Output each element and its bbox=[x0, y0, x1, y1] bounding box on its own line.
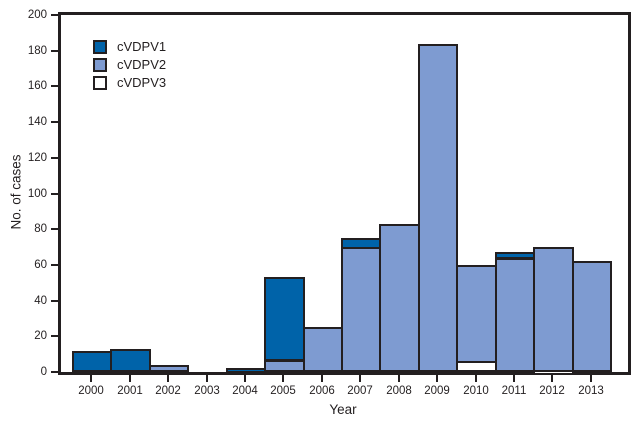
bar-2002-cvdpv2 bbox=[149, 365, 189, 372]
legend-label: cVDPV3 bbox=[117, 75, 167, 90]
legend-label: cVDPV2 bbox=[117, 57, 167, 72]
y-tick-label: 0 bbox=[40, 366, 47, 378]
bar-2013-cvdpv2 bbox=[572, 261, 612, 372]
y-tick-label: 100 bbox=[27, 187, 47, 200]
legend-item-cvdpv3: cVDPV3 bbox=[93, 74, 166, 92]
y-tick-mark bbox=[51, 14, 59, 16]
y-tick-label: 200 bbox=[27, 9, 47, 21]
bar-2004-cvdpv1 bbox=[226, 368, 266, 373]
legend: cVDPV1 cVDPV2 cVDPV3 bbox=[93, 38, 166, 92]
y-tick-label: 20 bbox=[34, 330, 47, 343]
bar-2011-cvdpv2 bbox=[495, 258, 535, 372]
bar-2007-cvdpv2 bbox=[341, 247, 381, 372]
x-tick-mark bbox=[551, 375, 553, 382]
x-tick-label-2002: 2002 bbox=[155, 385, 181, 397]
x-tick-mark bbox=[475, 375, 477, 382]
bar-2011-cvdpv1 bbox=[495, 252, 535, 259]
y-tick-label: 140 bbox=[27, 116, 47, 129]
legend-swatch-cvdpv2 bbox=[93, 58, 107, 72]
y-tick-label: 80 bbox=[34, 223, 47, 236]
y-tick-mark bbox=[51, 371, 59, 373]
x-tick-mark bbox=[590, 375, 592, 382]
y-tick-label: 180 bbox=[27, 44, 47, 57]
y-tick-mark bbox=[51, 335, 59, 338]
x-tick-mark bbox=[436, 375, 438, 382]
x-tick-mark bbox=[244, 375, 246, 382]
x-tick-label-2003: 2003 bbox=[194, 385, 220, 397]
x-tick-label-2011: 2011 bbox=[501, 385, 527, 397]
x-tick-label-2007: 2007 bbox=[347, 385, 373, 397]
bar-2005-cvdpv2 bbox=[264, 360, 305, 372]
legend-item-cvdpv1: cVDPV1 bbox=[93, 38, 166, 56]
x-tick-label-2013: 2013 bbox=[578, 385, 604, 397]
y-tick-mark bbox=[51, 121, 59, 124]
x-tick-mark bbox=[321, 375, 323, 382]
bar-2005-cvdpv1 bbox=[264, 277, 305, 361]
bar-2009-cvdpv2 bbox=[418, 44, 458, 372]
bar-2010-cvdpv2 bbox=[456, 265, 497, 363]
bar-2012-cvdpv2 bbox=[533, 247, 574, 372]
x-tick-label-2006: 2006 bbox=[309, 385, 335, 397]
y-tick-label: 120 bbox=[27, 151, 47, 164]
x-tick-label-2005: 2005 bbox=[270, 385, 296, 397]
x-axis-title: Year bbox=[329, 402, 357, 417]
x-tick-mark bbox=[129, 375, 131, 382]
y-tick-mark bbox=[51, 156, 59, 159]
y-tick-mark bbox=[51, 85, 59, 88]
x-tick-mark bbox=[398, 375, 400, 382]
x-tick-mark bbox=[206, 375, 208, 382]
y-tick-label: 40 bbox=[34, 294, 47, 307]
x-tick-mark bbox=[90, 375, 92, 382]
x-tick-label-2001: 2001 bbox=[117, 385, 143, 397]
x-tick-mark bbox=[359, 375, 361, 382]
y-tick-mark bbox=[51, 49, 59, 52]
legend-swatch-cvdpv3 bbox=[93, 76, 107, 90]
legend-swatch-cvdpv1 bbox=[93, 40, 107, 54]
x-tick-label-2010: 2010 bbox=[463, 385, 489, 397]
y-tick-label: 60 bbox=[34, 258, 47, 271]
y-tick-mark bbox=[51, 192, 59, 195]
y-tick-mark bbox=[51, 299, 59, 302]
bar-2001-cvdpv1 bbox=[110, 349, 151, 372]
x-tick-label-2009: 2009 bbox=[424, 385, 450, 397]
x-tick-mark bbox=[167, 375, 169, 382]
y-tick-mark bbox=[51, 263, 59, 266]
bar-2006-cvdpv2 bbox=[303, 327, 343, 372]
legend-label: cVDPV1 bbox=[117, 39, 167, 54]
x-tick-label-2008: 2008 bbox=[386, 385, 412, 397]
bar-2000-cvdpv1 bbox=[72, 351, 112, 372]
x-tick-mark bbox=[513, 375, 515, 382]
y-tick-label: 160 bbox=[27, 80, 47, 93]
x-tick-mark bbox=[282, 375, 284, 382]
bar-2007-cvdpv1 bbox=[341, 238, 381, 249]
bar-2008-cvdpv2 bbox=[379, 224, 420, 372]
x-tick-label-2000: 2000 bbox=[78, 385, 104, 397]
x-tick-label-2004: 2004 bbox=[232, 385, 258, 397]
x-tick-label-2012: 2012 bbox=[539, 385, 565, 397]
y-tick-mark bbox=[51, 228, 59, 231]
legend-item-cvdpv2: cVDPV2 bbox=[93, 56, 166, 74]
